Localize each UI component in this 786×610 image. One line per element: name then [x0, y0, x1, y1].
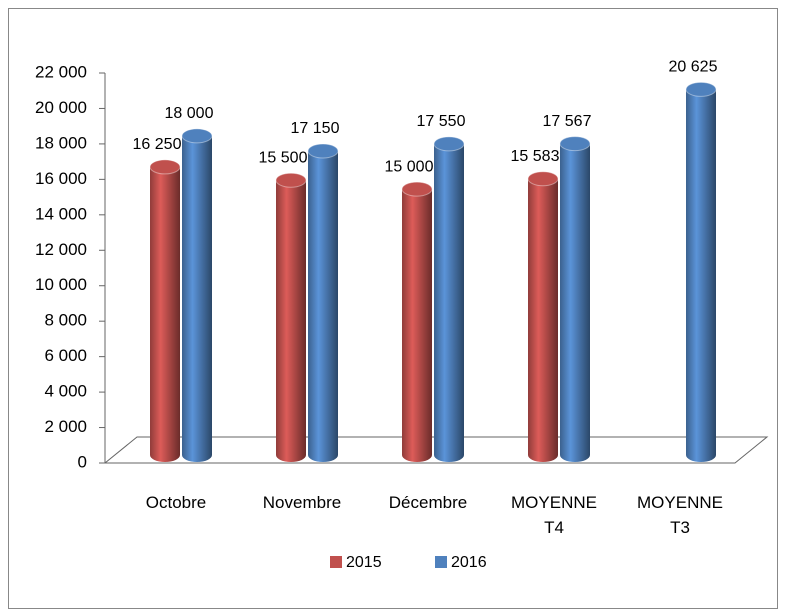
- data-label: 17 550: [417, 113, 466, 130]
- chart-frame: [8, 8, 778, 609]
- bar: [275, 172, 307, 462]
- data-label: 16 250: [133, 136, 182, 153]
- y-tick-label: 6 000: [44, 346, 87, 365]
- bar-top: [527, 171, 559, 187]
- bar-top: [149, 159, 181, 175]
- bar-body: [686, 89, 716, 455]
- bar: [149, 159, 181, 462]
- bar-top: [275, 172, 307, 188]
- bar-top: [559, 136, 591, 152]
- bar-body: [276, 180, 306, 455]
- y-tick-label: 16 000: [35, 169, 87, 188]
- y-tick-label: 18 000: [35, 133, 87, 152]
- bar-top: [433, 136, 465, 152]
- bar-body: [434, 143, 464, 456]
- bar-top: [685, 81, 717, 97]
- legend-label: 2016: [451, 554, 487, 571]
- y-tick-label: 8 000: [44, 311, 87, 330]
- y-tick-label: 12 000: [35, 240, 87, 259]
- bar-body: [528, 178, 558, 455]
- bar-top: [181, 128, 213, 144]
- data-label: 17 567: [543, 113, 592, 130]
- y-tick-label: 10 000: [35, 275, 87, 294]
- data-label: 15 000: [385, 158, 434, 175]
- y-tick-label: 2 000: [44, 417, 87, 436]
- legend-label: 2015: [346, 554, 382, 571]
- y-tick-label: 20 000: [35, 98, 87, 117]
- x-tick-label: Octobre: [145, 493, 207, 512]
- legend-swatch: [435, 556, 447, 568]
- data-label: 20 625: [669, 59, 718, 76]
- bar: [559, 136, 591, 462]
- data-label: 18 000: [165, 105, 214, 122]
- bar: [685, 81, 717, 462]
- bar-top: [307, 143, 339, 159]
- bar-body: [560, 143, 590, 455]
- bar-body: [182, 135, 212, 455]
- data-label: 17 150: [291, 120, 340, 137]
- y-tick-label: 4 000: [44, 382, 87, 401]
- data-label: 15 583: [511, 148, 560, 165]
- y-tick-label: 14 000: [35, 204, 87, 223]
- legend-swatch: [330, 556, 342, 568]
- bar: [401, 181, 433, 462]
- bar: [433, 136, 465, 462]
- bar: [527, 171, 559, 462]
- bar-body: [150, 166, 180, 455]
- data-label: 15 500: [259, 149, 308, 166]
- x-tick-label: MOYENNE T4: [511, 493, 597, 537]
- bar: [181, 128, 213, 462]
- x-tick-label: MOYENNE T3: [637, 493, 723, 537]
- x-tick-label: Novembre: [262, 493, 342, 512]
- y-tick-label: 0: [78, 452, 87, 471]
- bar-top: [401, 181, 433, 197]
- bar-body: [402, 189, 432, 455]
- x-tick-label: Décembre: [388, 493, 468, 512]
- bar: [307, 143, 339, 462]
- y-tick-label: 22 000: [35, 62, 87, 81]
- bar-body: [308, 150, 338, 455]
